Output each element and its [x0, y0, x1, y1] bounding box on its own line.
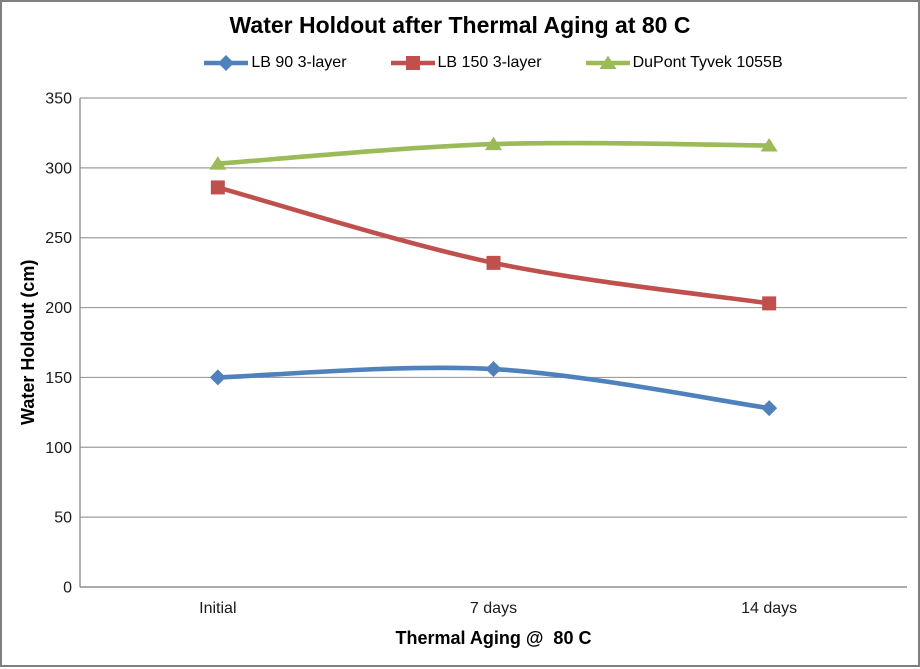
series-marker-lb-150-3-layer [210, 180, 225, 195]
legend-item-lb-90-3-layer: LB 90 3-layer [204, 54, 347, 72]
series-line-lb-150-3-layer [215, 185, 772, 306]
legend-item-label: DuPont Tyvek 1055B [632, 54, 783, 71]
y-tick-label: 150 [45, 370, 72, 387]
x-category-label: Initial [199, 600, 236, 617]
y-tick-label: 50 [54, 510, 72, 527]
y-tick-label: 200 [45, 300, 72, 317]
y-tick-label: 0 [63, 580, 72, 597]
chart-title: Water Holdout after Thermal Aging at 80 … [229, 12, 691, 38]
square-line-legend-icon [390, 56, 435, 70]
legend-item-label: LB 150 3-layer [437, 54, 542, 71]
legend-marker [218, 55, 235, 71]
series-marker-dupont-tyvek-1055b [209, 156, 227, 170]
y-axis-title: Water Holdout (cm) [18, 259, 38, 426]
x-axis-title: Thermal Aging @ 80 C [395, 628, 592, 648]
x-category-label: 14 days [741, 600, 797, 617]
y-tick-label: 350 [45, 91, 72, 108]
legend-marker [599, 55, 617, 69]
diamond-line-legend-icon [204, 55, 249, 71]
legend-marker [405, 56, 420, 70]
series-marker-lb-90-3-layer [209, 369, 226, 386]
legend-item-lb-150-3-layer: LB 150 3-layer [390, 54, 542, 72]
y-tick-label: 300 [45, 160, 72, 177]
y-tick-label: 100 [45, 440, 72, 457]
series-marker-lb-150-3-layer [486, 255, 501, 270]
series-marker-dupont-tyvek-1055b [760, 138, 778, 152]
legend-item-dupont-tyvek-1055b: DuPont Tyvek 1055B [585, 54, 783, 72]
x-category-label: 7 days [470, 600, 517, 617]
series-marker-lb-90-3-layer [761, 400, 778, 417]
legend: LB 90 3-layer LB 150 3-layer DuPont Tyvek … [80, 54, 907, 72]
triangle-line-legend-icon [585, 55, 630, 69]
series-marker-lb-150-3-layer [762, 296, 777, 311]
legend-item-label: LB 90 3-layer [251, 54, 347, 71]
y-tick-label: 250 [45, 230, 72, 247]
series-marker-lb-90-3-layer [485, 361, 502, 378]
series-marker-dupont-tyvek-1055b [485, 136, 502, 151]
